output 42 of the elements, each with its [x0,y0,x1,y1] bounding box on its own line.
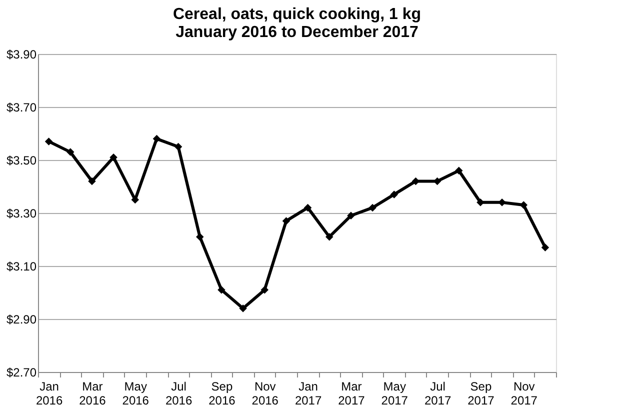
y-tick-label: $3.30 [6,206,37,220]
x-tick-label: Nov 2016 [252,380,279,408]
point [541,244,550,252]
point [455,166,463,174]
chart-subtitle: January 2016 to December 2017 [176,24,419,41]
point [368,204,376,212]
point [326,232,334,241]
y-tick-label: $3.90 [6,48,37,62]
point [218,286,226,294]
point [476,198,484,206]
x-tick-label: Jan 2016 [36,380,63,408]
x-tick-label: Jul 2017 [424,380,452,408]
point [152,134,161,143]
point [260,286,268,294]
point [110,153,118,162]
point [498,198,506,206]
point [304,204,312,212]
y-tick-label: $2.70 [6,366,37,380]
x-tick-label: Mar 2016 [79,380,106,408]
y-tick-label: $3.10 [6,260,37,274]
x-tick-label: May 2016 [122,380,150,408]
y-tick-label: $3.70 [6,100,37,114]
x-tick-label: Nov 2017 [510,380,538,408]
point [347,212,355,220]
x-tick-label: May 2017 [381,380,408,408]
point [239,304,247,312]
point [174,142,182,151]
chart-title: Cereal, oats, quick cooking, 1 kg [172,6,422,23]
x-tick-label: Jul 2016 [165,380,192,408]
x-tick-label: Sep 2016 [208,380,236,408]
y-tick-label: $3.50 [6,154,37,168]
y-tick-label: $2.90 [6,312,37,326]
x-tick-label: Mar 2017 [338,380,366,408]
x-tick-label: Jan 2017 [294,380,322,408]
point [520,201,528,209]
point [196,232,204,241]
point [66,148,74,156]
x-tick-label: Sep 2017 [468,380,495,408]
point [44,138,53,146]
point [282,217,290,225]
point [390,190,398,198]
point [88,177,96,186]
